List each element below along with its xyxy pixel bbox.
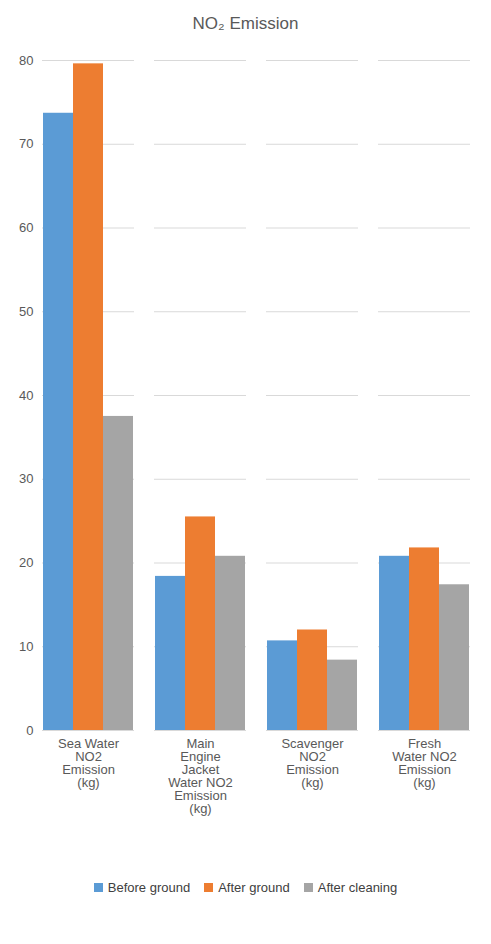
svg-text:30: 30 (19, 471, 33, 486)
svg-text:MainEngineJacketWater NO2Emiss: MainEngineJacketWater NO2Emission(kg) (168, 736, 233, 816)
svg-text:40: 40 (19, 388, 33, 403)
html-text:After cleaning: After cleaning (317, 880, 398, 895)
svg-text:50: 50 (19, 304, 33, 319)
svg-text:Sea WaterNO2Emission(kg): Sea WaterNO2Emission(kg) (58, 736, 120, 790)
svg-text:ScavengerNO2Emission(kg): ScavengerNO2Emission(kg) (281, 736, 344, 790)
html-text:Before ground: Before ground (107, 880, 191, 895)
svg-text:0: 0 (26, 723, 33, 738)
svg-text:60: 60 (19, 220, 33, 235)
svg-text:80: 80 (19, 53, 33, 68)
svg-text:70: 70 (19, 136, 33, 151)
html-text:NO₂ Emission: NO₂ Emission (192, 14, 299, 33)
html-text:After ground: After ground (218, 880, 290, 895)
svg-text:10: 10 (19, 639, 33, 654)
svg-text:20: 20 (19, 555, 33, 570)
svg-text:FreshWater NO2Emission(kg): FreshWater NO2Emission(kg) (392, 736, 457, 790)
